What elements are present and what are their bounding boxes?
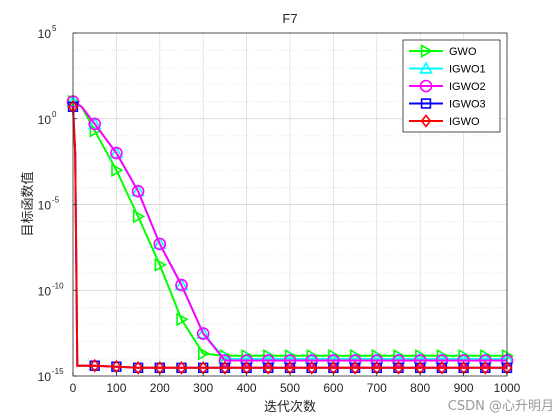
series-point	[436, 361, 448, 375]
series-point	[457, 354, 470, 367]
series-point	[479, 361, 491, 375]
series-point	[88, 117, 101, 131]
legend-marker	[420, 44, 434, 58]
legend-item: IGWO	[409, 114, 480, 128]
series-point	[413, 354, 427, 367]
x-tick-label: 600	[323, 381, 343, 395]
chart-title: F7	[282, 11, 297, 26]
series-point	[392, 354, 405, 367]
y-tick-label: 10 -15	[38, 367, 64, 384]
legend-label: IGWO	[449, 116, 480, 128]
series-point	[111, 163, 124, 178]
x-tick-label: 900	[454, 381, 474, 395]
series-point	[349, 361, 361, 375]
series-point	[261, 354, 275, 367]
x-tick-label: 200	[150, 381, 170, 395]
series-point	[478, 354, 492, 367]
x-tick-label: 700	[367, 381, 387, 395]
series-point	[218, 354, 232, 367]
legend-label: IGWO2	[449, 81, 486, 93]
series-point	[109, 145, 124, 159]
y-tick-exponent: 0	[52, 110, 57, 119]
series-point	[196, 326, 211, 339]
legend-marker	[419, 79, 433, 93]
series-line	[72, 100, 507, 357]
y-tick-base: 10	[38, 284, 52, 298]
watermark: CSDN @心升明月	[447, 399, 554, 414]
y-tick-label: 10 0	[38, 110, 57, 127]
series-point	[132, 361, 144, 375]
series-point	[89, 358, 101, 373]
series-point	[283, 354, 297, 367]
x-tick-label: 500	[280, 381, 300, 395]
series-point	[176, 361, 187, 375]
series-point	[174, 277, 189, 291]
y-axis-label: 目标函数值	[20, 171, 36, 236]
x-tick-label: 0	[70, 381, 77, 395]
series-point	[370, 354, 384, 367]
x-tick-label: 800	[410, 381, 430, 395]
legend: GWO IGWO1 IGWO2 IGWO3 IGWO	[402, 39, 501, 133]
series-point	[154, 258, 167, 272]
series-point	[131, 184, 145, 197]
series-igwo2	[66, 95, 514, 367]
y-tick-label: 10 5	[38, 24, 57, 41]
series-point	[131, 184, 145, 198]
series-point	[176, 312, 189, 327]
series-point	[132, 209, 146, 224]
series-layer	[66, 94, 515, 375]
series-point	[175, 278, 188, 292]
y-tick-base: 10	[38, 27, 52, 41]
y-tick-base: 10	[38, 199, 52, 213]
legend-label: IGWO3	[449, 99, 486, 111]
y-tick-exponent: 5	[52, 24, 57, 33]
legend-marker	[419, 61, 433, 74]
series-point	[110, 146, 123, 160]
series-igwo	[67, 99, 513, 375]
series-point	[306, 361, 318, 375]
y-tick-base: 10	[38, 370, 52, 384]
x-tick-label: 400	[237, 381, 257, 395]
series-point	[152, 236, 167, 250]
series-point	[348, 354, 362, 367]
series-point	[262, 361, 274, 375]
series-point	[435, 354, 449, 367]
series-point	[240, 354, 253, 367]
y-tick-base: 10	[38, 113, 52, 127]
y-tick-label: 10 -10	[38, 281, 64, 298]
series-point	[153, 237, 167, 251]
series-point	[87, 116, 102, 130]
legend-marker	[420, 98, 432, 109]
legend-label: IGWO1	[449, 64, 486, 76]
legend-box	[402, 39, 501, 133]
series-line	[72, 100, 507, 362]
x-tick-label: 1000	[494, 381, 521, 395]
series-point	[305, 354, 319, 367]
legend-label: GWO	[449, 46, 477, 58]
legend-marker	[420, 114, 432, 128]
x-axis-label: 迭代次数	[264, 399, 316, 415]
legend-item: GWO	[409, 44, 477, 58]
legend-item: IGWO3	[409, 98, 486, 111]
x-tick-label: 300	[193, 381, 213, 395]
series-line	[72, 106, 507, 369]
series-point	[198, 346, 211, 361]
x-tick-label: 100	[106, 381, 126, 395]
y-tick-exponent: -5	[52, 196, 60, 205]
series-point	[196, 327, 210, 340]
series-point	[393, 361, 404, 375]
legend-item: IGWO1	[409, 61, 486, 76]
series-point	[327, 354, 340, 367]
series-point	[219, 361, 231, 375]
y-tick-exponent: -15	[52, 367, 64, 376]
legend-item: IGWO2	[409, 79, 486, 93]
y-tick-exponent: -10	[52, 281, 64, 290]
y-tick-label: 10 -5	[38, 196, 60, 213]
